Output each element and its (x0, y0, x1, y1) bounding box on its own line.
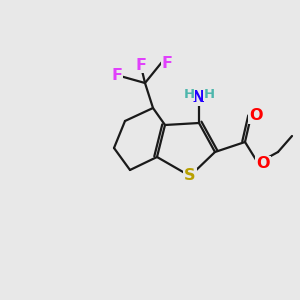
Text: O: O (256, 157, 270, 172)
Text: S: S (184, 169, 196, 184)
Text: N: N (191, 91, 205, 106)
Text: F: F (161, 56, 172, 71)
Text: F: F (136, 58, 146, 73)
Text: H: H (183, 88, 195, 100)
Text: O: O (249, 109, 263, 124)
Text: H: H (203, 88, 214, 100)
Text: F: F (112, 68, 122, 82)
